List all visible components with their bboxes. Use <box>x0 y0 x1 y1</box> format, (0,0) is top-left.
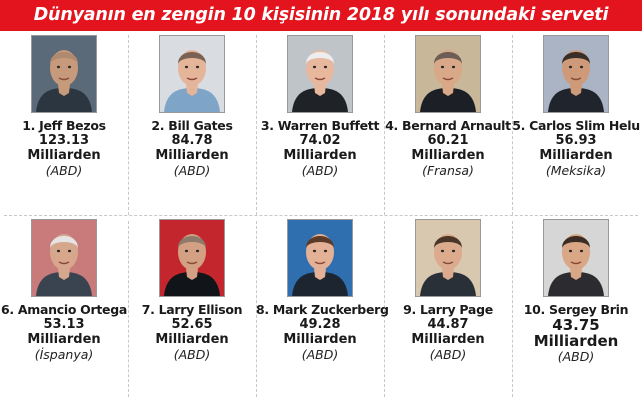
wealth-value: 49.28 <box>299 317 341 332</box>
person-name: 5. Carlos Slim Helu <box>512 118 640 133</box>
portrait-photo <box>31 35 97 113</box>
divider <box>512 35 513 215</box>
wealth-unit: Milliarden <box>27 332 101 347</box>
wealth-unit: Milliarden <box>539 148 613 163</box>
country-label: (ABD) <box>429 347 467 362</box>
person-name: 6. Amancio Ortega <box>1 302 127 317</box>
portrait-photo <box>159 219 225 297</box>
portrait-photo <box>415 35 481 113</box>
people-grid: 1. Jeff Bezos 123.13 Milliarden (ABD) 2. Bil… <box>0 31 642 401</box>
wealth-unit: Milliarden <box>283 148 357 163</box>
divider <box>384 35 385 215</box>
divider <box>384 221 385 397</box>
wealth-value: 74.02 <box>299 133 341 148</box>
divider <box>128 221 129 397</box>
person-card: 2. Bill Gates 84.78 Milliarden (ABD) <box>128 35 256 178</box>
divider <box>128 35 129 215</box>
wealth-value: 43.75 <box>552 316 600 334</box>
wealth-value: 44.87 <box>427 317 469 332</box>
person-card: 1. Jeff Bezos 123.13 Milliarden (ABD) <box>0 35 128 178</box>
country-label: (İspanya) <box>34 347 94 362</box>
portrait-photo <box>415 219 481 297</box>
person-name: 3. Warren Buffett <box>260 118 380 133</box>
person-card: 3. Warren Buffett 74.02 Milliarden (ABD) <box>256 35 384 178</box>
divider <box>512 221 513 397</box>
person-name: 10. Sergey Brin <box>523 302 629 317</box>
person-card: 8. Mark Zuckerberg 49.28 Milliarden (ABD) <box>256 219 389 362</box>
page-title: Dünyanın en zengin 10 kişisinin 2018 yıl… <box>0 0 642 31</box>
portrait-photo <box>543 35 609 113</box>
wealth-value: 123.13 <box>38 133 90 148</box>
person-card: 4. Bernard Arnault 60.21 Milliarden (Fransa… <box>384 35 512 178</box>
country-label: (ABD) <box>301 347 339 362</box>
wealth-unit: Milliarden <box>155 332 229 347</box>
wealth-unit: Milliarden <box>533 332 619 350</box>
country-label: (ABD) <box>301 163 339 178</box>
portrait-photo <box>287 219 353 297</box>
divider <box>256 221 257 397</box>
wealth-value: 84.78 <box>171 133 213 148</box>
country-label: (Fransa) <box>422 163 474 178</box>
person-name: 4. Bernard Arnault <box>385 118 511 133</box>
divider <box>4 215 638 216</box>
person-name: 9. Larry Page <box>403 302 493 317</box>
wealth-unit: Milliarden <box>411 148 485 163</box>
country-label: (ABD) <box>557 349 595 364</box>
person-name: 2. Bill Gates <box>151 118 233 133</box>
person-name: 1. Jeff Bezos <box>22 118 106 133</box>
wealth-unit: Milliarden <box>411 332 485 347</box>
person-name: 7. Larry Ellison <box>141 302 243 317</box>
wealth-unit: Milliarden <box>27 148 101 163</box>
wealth-value: 60.21 <box>427 133 469 148</box>
wealth-unit: Milliarden <box>155 148 229 163</box>
person-name: 8. Mark Zuckerberg <box>256 302 389 317</box>
person-card: 9. Larry Page 44.87 Milliarden (ABD) <box>384 219 512 362</box>
wealth-value: 53.13 <box>43 317 85 332</box>
divider <box>256 35 257 215</box>
person-card: 7. Larry Ellison 52.65 Milliarden (ABD) <box>128 219 256 362</box>
country-label: (ABD) <box>173 347 211 362</box>
country-label: (ABD) <box>173 163 211 178</box>
country-label: (ABD) <box>45 163 83 178</box>
portrait-photo <box>543 219 609 297</box>
country-label: (Meksika) <box>545 163 607 178</box>
portrait-photo <box>287 35 353 113</box>
portrait-photo <box>31 219 97 297</box>
person-card: 5. Carlos Slim Helu 56.93 Milliarden (Meksi… <box>512 35 640 178</box>
person-card: 6. Amancio Ortega 53.13 Milliarden (İspanya… <box>0 219 128 362</box>
wealth-unit: Milliarden <box>283 332 357 347</box>
portrait-photo <box>159 35 225 113</box>
wealth-value: 52.65 <box>171 317 213 332</box>
wealth-value: 56.93 <box>555 133 597 148</box>
person-card: 10. Sergey Brin 43.75 Milliarden (ABD) <box>512 219 640 364</box>
